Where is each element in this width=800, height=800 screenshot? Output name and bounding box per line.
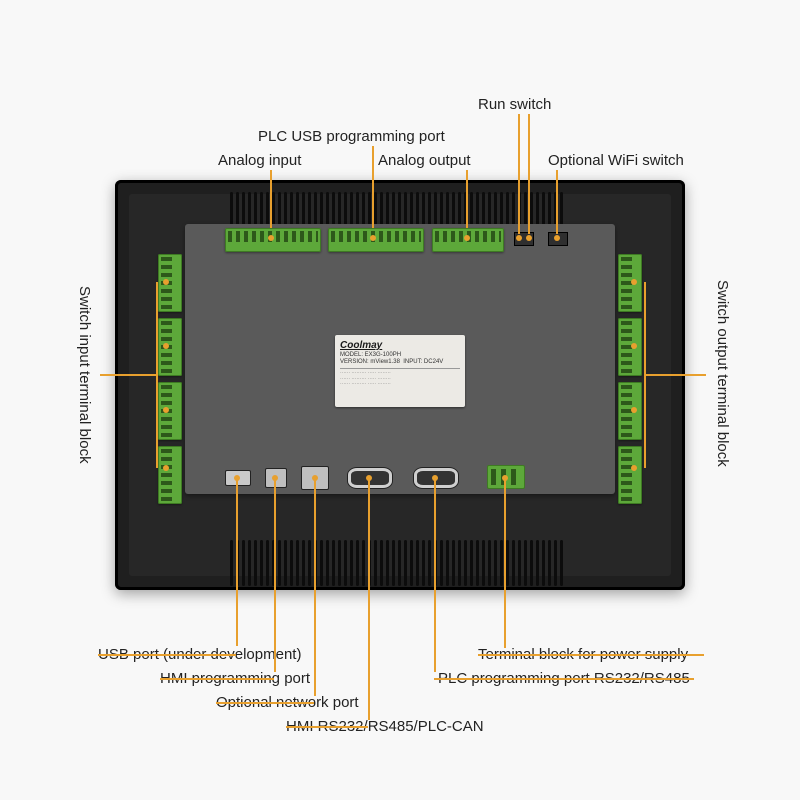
lead-b-hmi-prog bbox=[274, 478, 276, 672]
stub bbox=[160, 678, 274, 680]
lead-b-power bbox=[504, 478, 506, 648]
dot bbox=[268, 235, 274, 241]
lead-plc-usb bbox=[372, 146, 374, 228]
dot bbox=[163, 407, 169, 413]
terminal-in-3 bbox=[158, 382, 182, 440]
lead-b-usb bbox=[236, 478, 238, 646]
label-plc-usb: PLC USB programming port bbox=[258, 128, 445, 145]
diagram-stage: Coolmay MODEL: EX3G-100PH VERSION: mView… bbox=[0, 0, 800, 800]
dot bbox=[631, 407, 637, 413]
dot bbox=[366, 475, 372, 481]
lead-right bbox=[646, 374, 706, 376]
lead-left-v bbox=[156, 282, 158, 468]
sticker-line-3: INPUT: DC24V bbox=[403, 359, 443, 365]
vent-bottom bbox=[230, 540, 563, 586]
dot bbox=[502, 475, 508, 481]
label-right-block: Switch output terminal block bbox=[714, 280, 731, 467]
lead-wifi bbox=[556, 170, 558, 234]
dot bbox=[631, 465, 637, 471]
dot bbox=[432, 475, 438, 481]
lead-b-hmi-serial bbox=[368, 478, 370, 720]
dot bbox=[554, 235, 560, 241]
port-row bbox=[225, 456, 585, 490]
stub bbox=[98, 654, 236, 656]
terminal-plc-usb bbox=[328, 228, 424, 252]
label-left-block: Switch input terminal block bbox=[76, 286, 93, 464]
label-analog-input: Analog input bbox=[218, 152, 301, 169]
terminal-in-4 bbox=[158, 446, 182, 504]
label-run-switch: Run switch bbox=[478, 96, 551, 113]
stub bbox=[216, 702, 314, 704]
label-wifi: Optional WiFi switch bbox=[548, 152, 684, 169]
lead-run-a bbox=[518, 114, 520, 234]
terminal-out-4 bbox=[618, 446, 642, 504]
dot bbox=[631, 343, 637, 349]
sticker-line-1: MODEL: EX3G-100PH bbox=[340, 352, 460, 359]
lead-right-v bbox=[644, 282, 646, 468]
dot bbox=[464, 235, 470, 241]
stub bbox=[478, 654, 704, 656]
lead-b-plc-serial bbox=[434, 478, 436, 672]
lead-analog-out bbox=[466, 170, 468, 228]
lead-run-b bbox=[528, 114, 530, 234]
dot bbox=[163, 343, 169, 349]
stub bbox=[434, 678, 694, 680]
lead-b-net bbox=[314, 478, 316, 696]
dot bbox=[163, 465, 169, 471]
sticker-brand: Coolmay bbox=[340, 340, 460, 352]
stub bbox=[286, 726, 368, 728]
terminal-in-1 bbox=[158, 254, 182, 312]
dot bbox=[526, 235, 532, 241]
dot bbox=[163, 279, 169, 285]
dot bbox=[312, 475, 318, 481]
sticker-line-2: VERSION: mView1.38 bbox=[340, 359, 400, 365]
terminal-out-2 bbox=[618, 318, 642, 376]
info-sticker: Coolmay MODEL: EX3G-100PH VERSION: mView… bbox=[335, 335, 465, 407]
terminal-in-2 bbox=[158, 318, 182, 376]
dot bbox=[370, 235, 376, 241]
dot bbox=[272, 475, 278, 481]
lead-analog-in bbox=[270, 170, 272, 228]
lead-left bbox=[100, 374, 156, 376]
dot bbox=[516, 235, 522, 241]
dot bbox=[234, 475, 240, 481]
terminal-out-3 bbox=[618, 382, 642, 440]
label-analog-output: Analog output bbox=[378, 152, 471, 169]
terminal-out-1 bbox=[618, 254, 642, 312]
dot bbox=[631, 279, 637, 285]
